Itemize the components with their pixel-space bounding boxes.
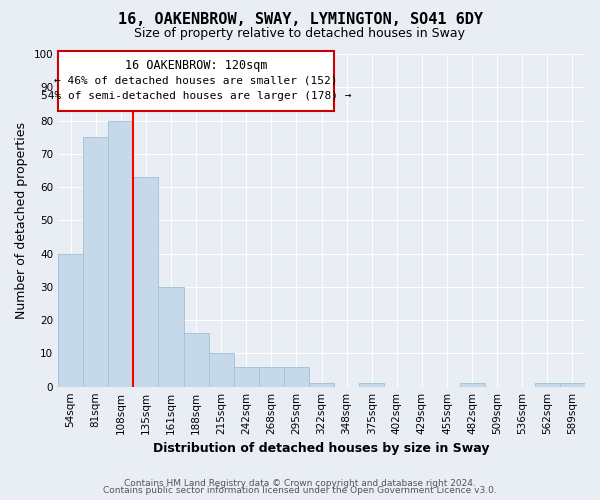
Bar <box>284 366 309 386</box>
Text: Contains HM Land Registry data © Crown copyright and database right 2024.: Contains HM Land Registry data © Crown c… <box>124 478 476 488</box>
Text: 54% of semi-detached houses are larger (178) →: 54% of semi-detached houses are larger (… <box>41 90 352 101</box>
Bar <box>359 384 384 386</box>
Bar <box>83 137 108 386</box>
Bar <box>158 287 184 386</box>
Text: ← 46% of detached houses are smaller (152): ← 46% of detached houses are smaller (15… <box>55 76 338 86</box>
Text: 16, OAKENBROW, SWAY, LYMINGTON, SO41 6DY: 16, OAKENBROW, SWAY, LYMINGTON, SO41 6DY <box>118 12 482 28</box>
Bar <box>108 120 133 386</box>
Bar <box>209 354 233 386</box>
Bar <box>184 334 209 386</box>
Bar <box>233 366 259 386</box>
Text: Contains public sector information licensed under the Open Government Licence v3: Contains public sector information licen… <box>103 486 497 495</box>
Text: Size of property relative to detached houses in Sway: Size of property relative to detached ho… <box>134 28 466 40</box>
Bar <box>460 384 485 386</box>
Bar <box>309 384 334 386</box>
Bar <box>560 384 585 386</box>
Bar <box>535 384 560 386</box>
Bar <box>58 254 83 386</box>
Bar <box>259 366 284 386</box>
FancyBboxPatch shape <box>58 50 334 110</box>
Text: 16 OAKENBROW: 120sqm: 16 OAKENBROW: 120sqm <box>125 59 268 72</box>
X-axis label: Distribution of detached houses by size in Sway: Distribution of detached houses by size … <box>153 442 490 455</box>
Y-axis label: Number of detached properties: Number of detached properties <box>15 122 28 319</box>
Bar <box>133 177 158 386</box>
